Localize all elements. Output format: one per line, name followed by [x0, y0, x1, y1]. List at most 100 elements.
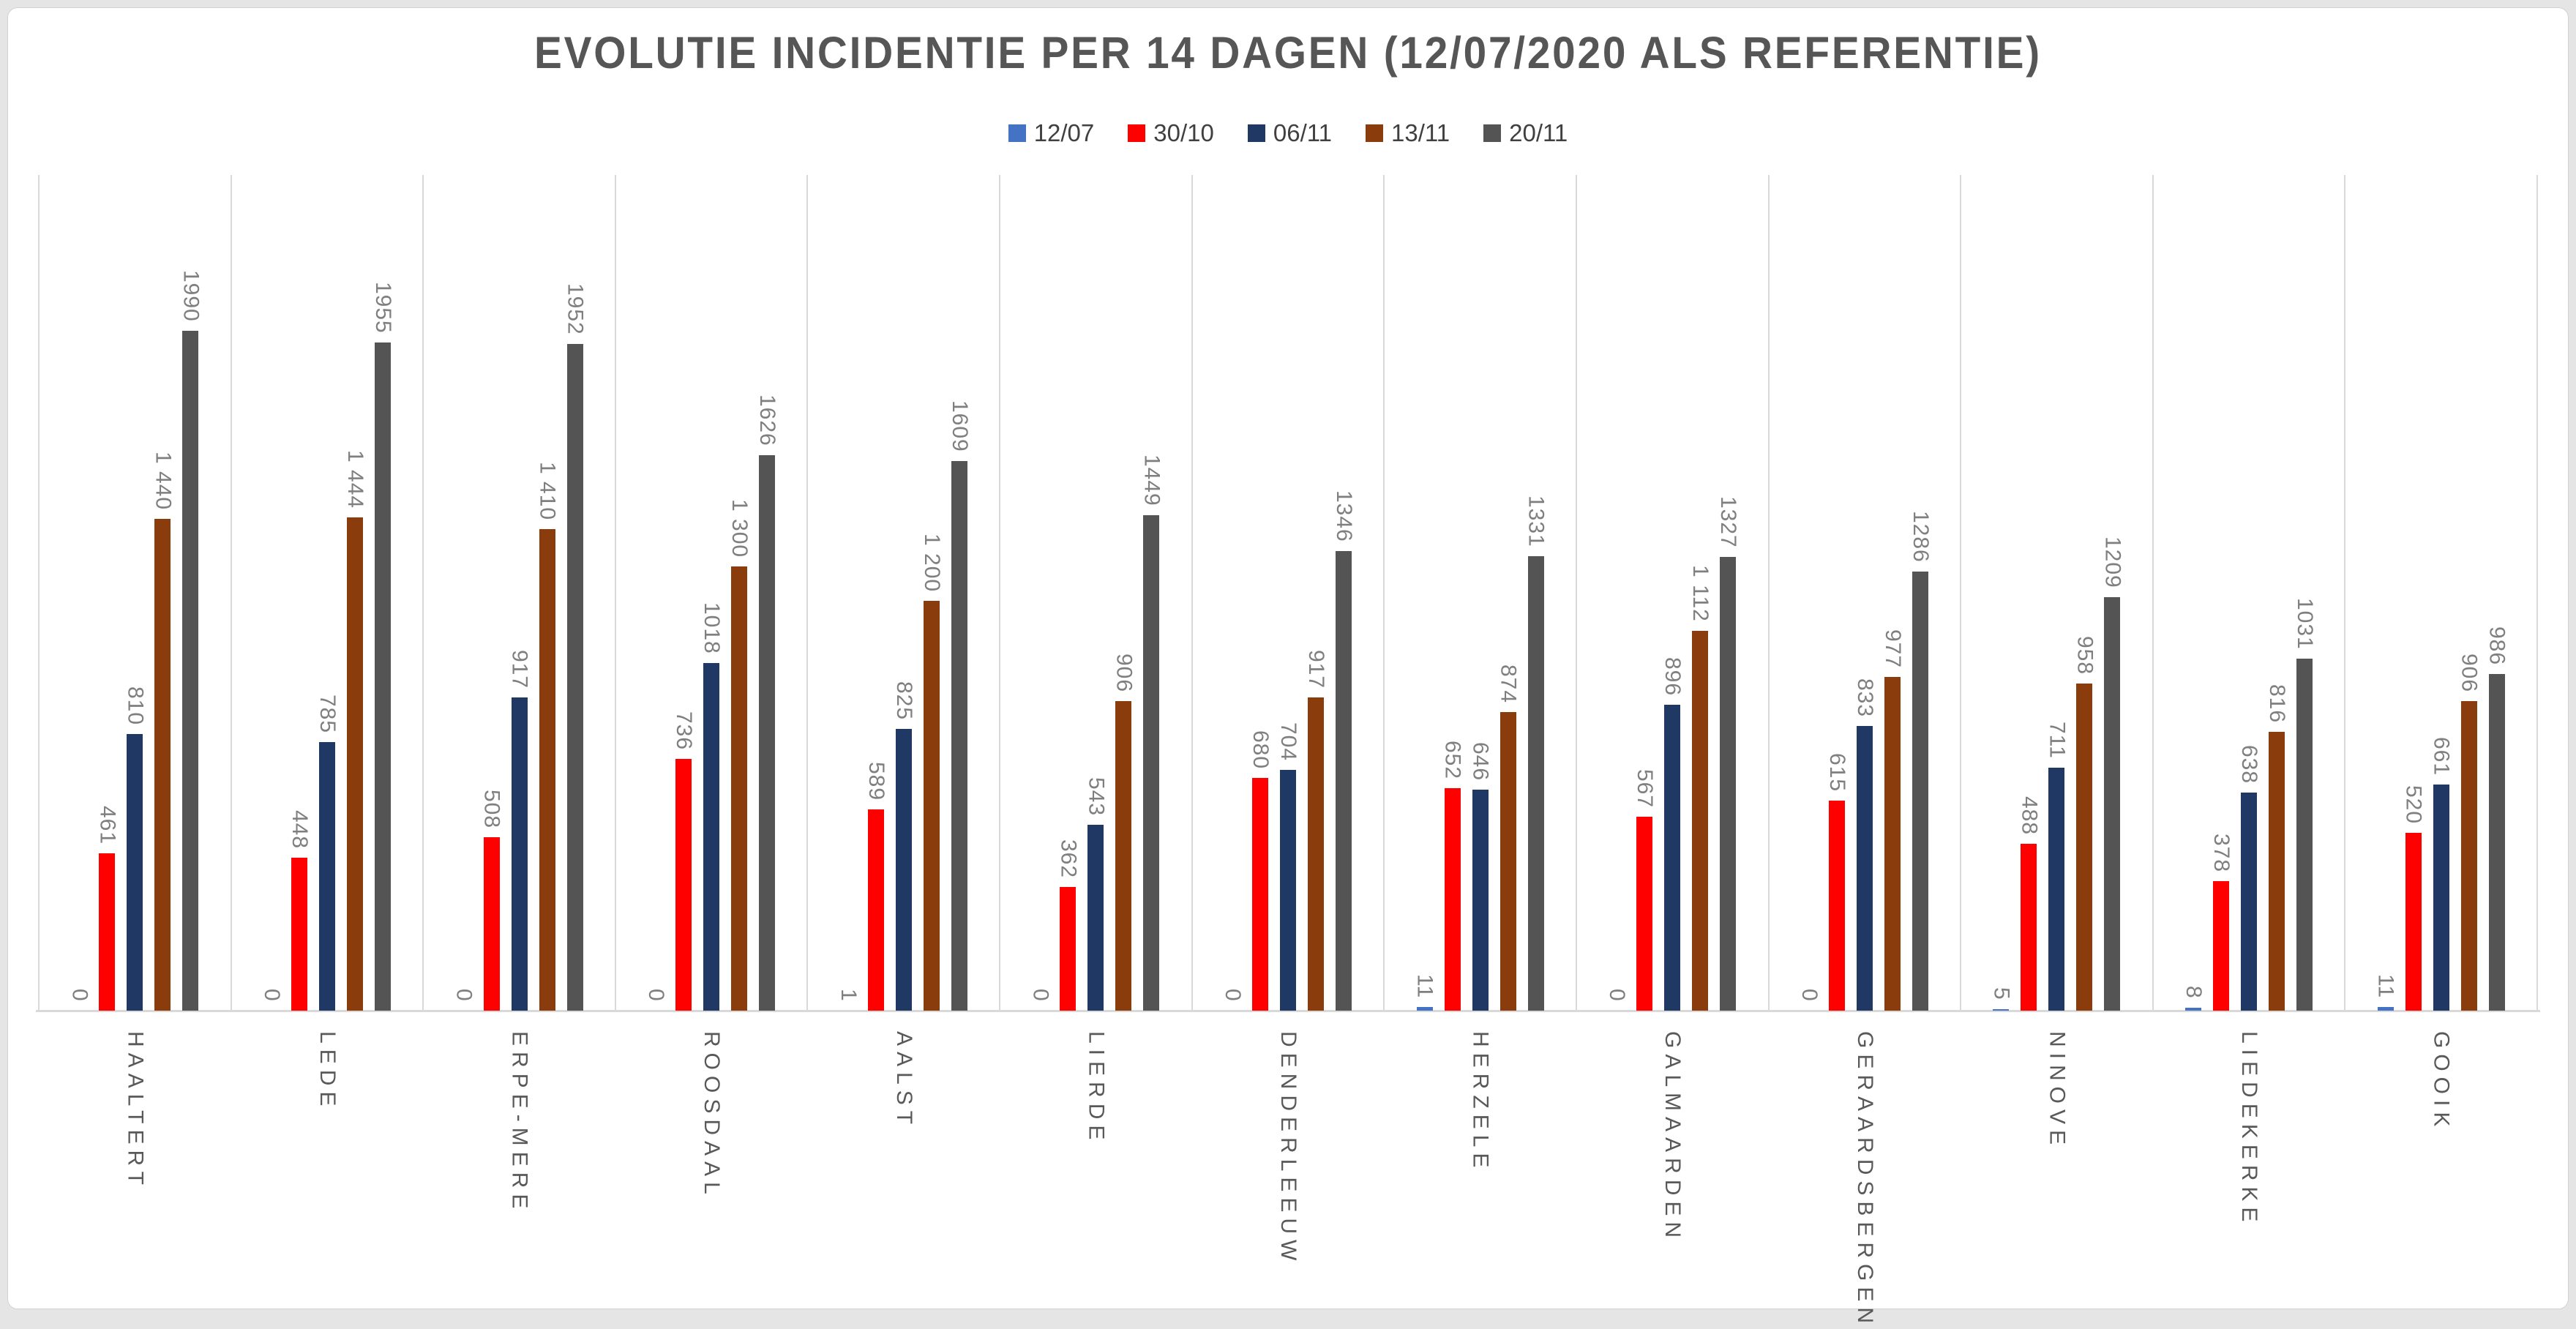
bar-slots: 11 652 646 874 1331 [1411, 175, 1550, 1011]
bar-13-11 [2076, 684, 2093, 1011]
bar-slot: 704 [1274, 175, 1302, 1011]
bar-slot: 8 [2179, 175, 2207, 1011]
bar-slot: 874 [1494, 175, 1522, 1011]
bar-13-11 [1307, 697, 1324, 1011]
bar-slot: 0 [1603, 175, 1630, 1011]
bar-slot: 1286 [1906, 175, 1934, 1011]
gridline [422, 175, 424, 1011]
bar-30-10 [1828, 801, 1845, 1011]
legend-label: 30/10 [1153, 119, 1214, 146]
bar-06-11 [1856, 726, 1873, 1011]
bar-value-label: 1346 [1331, 490, 1356, 542]
bar-slot: 1449 [1137, 175, 1165, 1011]
bar-slot: 0 [65, 175, 93, 1011]
bar-slot: 1626 [753, 175, 781, 1011]
bar-slots: 0 362 543 906 1449 [1026, 175, 1165, 1011]
bar-06-11 [318, 742, 335, 1011]
bar-value-label: 958 [2073, 635, 2097, 675]
bar-30-10 [675, 759, 692, 1011]
bar-13-11 [2460, 701, 2477, 1011]
bar-value-label: 378 [2209, 833, 2234, 872]
bar-slot: 638 [2235, 175, 2263, 1011]
category-group: 5 488 711 958 1209 NINOVE [1961, 175, 2153, 1150]
bar-30-10 [2021, 844, 2037, 1011]
bar-value-label: 1 200 [919, 533, 944, 592]
bar-06-11 [703, 663, 720, 1011]
bar-value-label: 816 [2265, 684, 2290, 723]
legend-item: 20/11 [1483, 119, 1568, 147]
bar-slot: 917 [1302, 175, 1330, 1011]
legend-swatch [1247, 124, 1265, 142]
bar-value-label: 0 [259, 989, 284, 1002]
category-group: 0 736 1018 1 300 1626 ROOSDAAL [615, 175, 808, 1199]
bar-value-label: 508 [479, 789, 504, 828]
bar-slot: 520 [2400, 175, 2427, 1011]
category-label: GOOIK [2429, 1031, 2454, 1133]
bar-value-label: 567 [1633, 768, 1658, 808]
bar-slot: 661 [2427, 175, 2455, 1011]
bar-06-11 [127, 734, 143, 1011]
category-label: LEDE [315, 1031, 340, 1112]
bar-value-label: 680 [1248, 730, 1273, 769]
bar-slot: 1331 [1522, 175, 1550, 1011]
bar-slots: 0 680 704 917 1346 [1218, 175, 1358, 1011]
bar-value-label: 0 [1797, 989, 1821, 1002]
bar-20-11 [1912, 572, 1928, 1011]
bar-value-label: 1990 [179, 270, 203, 322]
bar-slot: 1 440 [149, 175, 176, 1011]
bar-slot: 1 410 [533, 175, 561, 1011]
bar-value-label: 0 [1220, 989, 1245, 1002]
gridline [1767, 175, 1770, 1011]
bar-slot: 0 [258, 175, 285, 1011]
bar-value-label: 736 [672, 711, 697, 750]
bar-06-11 [2241, 793, 2258, 1011]
bar-value-label: 1449 [1139, 454, 1164, 506]
category-group: 0 362 543 906 1449 LIERDE [1000, 175, 1192, 1145]
category-label: LIERDE [1084, 1031, 1109, 1146]
bar-slot: 1 300 [725, 175, 753, 1011]
category-group: 1 589 825 1 200 1609 AALST [807, 175, 1000, 1130]
bar-value-label: 362 [1056, 839, 1081, 878]
category-label: NINOVE [2045, 1031, 2070, 1151]
bar-value-label: 461 [95, 805, 120, 845]
bar-slot: 896 [1658, 175, 1686, 1011]
bar-value-label: 1327 [1716, 496, 1741, 548]
category-label: GALMAARDEN [1660, 1031, 1685, 1244]
bar-06-11 [895, 729, 912, 1011]
bar-slots: 0 461 810 1 440 1990 [65, 175, 204, 1011]
bar-13-11 [539, 529, 555, 1011]
bar-20-11 [2296, 659, 2313, 1011]
gridline [1960, 175, 1962, 1011]
bar-30-10 [1060, 887, 1077, 1011]
x-axis-line [36, 1010, 2540, 1012]
bar-slot: 833 [1851, 175, 1879, 1011]
bar-20-11 [1143, 515, 1160, 1011]
bar-06-11 [511, 697, 528, 1011]
bar-value-label: 810 [123, 686, 148, 725]
bar-slot: 0 [642, 175, 670, 1011]
chart-title: EVOLUTIE INCIDENTIE PER 14 DAGEN (12/07/… [534, 28, 2042, 78]
bar-slot: 785 [313, 175, 341, 1011]
bar-20-11 [182, 331, 199, 1011]
bar-slot: 1 [834, 175, 862, 1011]
bar-value-label: 11 [2373, 973, 2398, 998]
bar-value-label: 8 [2182, 986, 2206, 999]
bar-slot: 0 [1026, 175, 1054, 1011]
bar-value-label: 652 [1440, 740, 1465, 779]
category-label: ROOSDAAL [700, 1031, 724, 1200]
gridline [230, 175, 232, 1011]
gridline [999, 175, 1001, 1011]
bar-13-11 [346, 517, 363, 1011]
bar-13-11 [1499, 712, 1516, 1011]
bar-value-label: 1609 [947, 400, 972, 452]
bar-slot: 1 200 [918, 175, 946, 1011]
bar-slot: 1346 [1330, 175, 1358, 1011]
bar-slots: 0 567 896 1 112 1327 [1603, 175, 1742, 1011]
bar-value-label: 825 [891, 681, 916, 720]
bar-value-label: 638 [2237, 744, 2262, 784]
bar-slot: 11 [2372, 175, 2400, 1011]
bar-value-label: 917 [1303, 649, 1328, 689]
bar-slot: 917 [506, 175, 533, 1011]
bar-30-10 [2213, 881, 2230, 1011]
bar-value-label: 1 300 [727, 498, 752, 558]
